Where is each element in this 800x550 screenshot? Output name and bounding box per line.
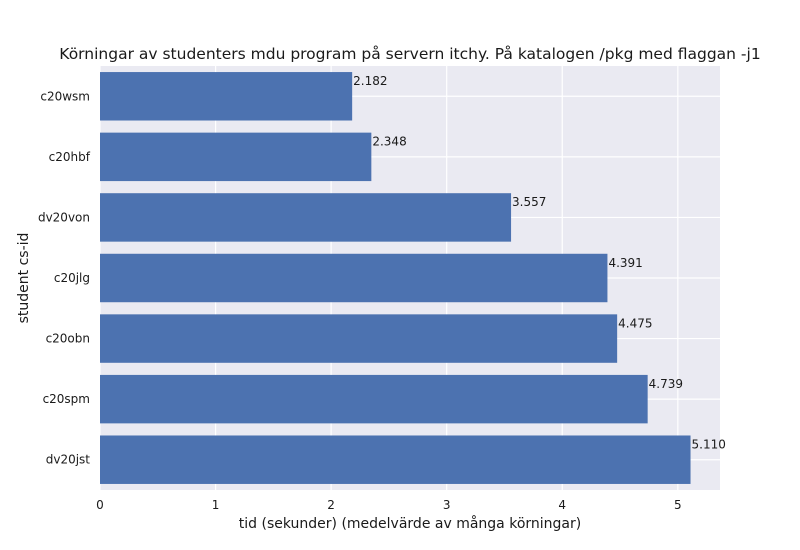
x-tick-label: 3: [443, 498, 451, 512]
bar: [100, 132, 372, 182]
y-tick-label: dv20von: [38, 210, 90, 224]
x-tick-label: 5: [674, 498, 682, 512]
bar-value-label: 2.348: [372, 135, 406, 149]
x-tick-label: 1: [212, 498, 220, 512]
bar: [100, 314, 618, 363]
bar: [100, 435, 691, 484]
bar: [100, 374, 648, 424]
bar-value-label: 4.475: [618, 316, 652, 330]
chart-title: Körningar av studenters mdu program på s…: [59, 45, 760, 63]
x-tick-label: 0: [96, 498, 104, 512]
x-axis-ticks: 0 1 2 3 4 5: [96, 498, 681, 512]
y-tick-label: c20spm: [43, 392, 90, 406]
bar-value-label: 4.391: [608, 256, 642, 270]
bars: [100, 72, 691, 484]
y-tick-label: dv20jst: [46, 453, 91, 467]
y-axis-ticks: c20wsm c20hbf dv20von c20jlg c20obn c20spm dv2…: [38, 89, 91, 466]
y-axis-label: student cs-id: [16, 233, 32, 324]
y-tick-label: c20wsm: [40, 89, 90, 103]
bar: [100, 193, 512, 242]
x-axis-label: tid (sekunder) (medelvärde av många körn…: [239, 515, 581, 532]
bar-value-label: 2.182: [353, 74, 387, 88]
bar-value-label: 5.110: [692, 437, 726, 451]
bar: [100, 253, 608, 303]
y-tick-label: c20jlg: [54, 271, 90, 285]
y-tick-label: c20obn: [46, 332, 90, 346]
x-tick-label: 4: [558, 498, 566, 512]
y-tick-label: c20hbf: [49, 150, 91, 164]
bar-value-label: 4.739: [649, 377, 683, 391]
bar-value-label: 3.557: [512, 195, 546, 209]
value-labels: 2.182 2.348 3.557 4.391 4.475 4.739 5.110: [353, 74, 726, 451]
bar: [100, 72, 353, 121]
x-tick-label: 2: [327, 498, 335, 512]
